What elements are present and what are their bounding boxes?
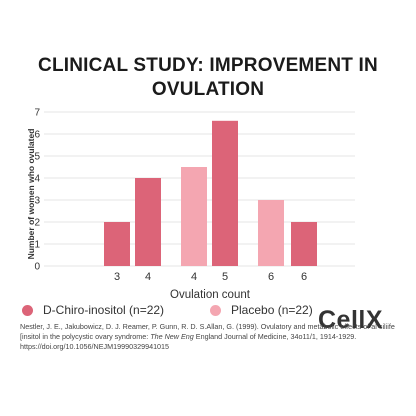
- legend-swatch-d-chiro-inositol: [22, 304, 33, 316]
- reference-journal: The New Eng: [150, 332, 194, 341]
- bar: [258, 200, 284, 266]
- y-tick-label: 5: [34, 152, 40, 163]
- x-tick-label: 6: [301, 271, 307, 283]
- y-tick-label: 7: [34, 108, 40, 119]
- bar: [212, 120, 238, 266]
- y-tick-label: 2: [34, 218, 40, 229]
- legend-label-d-chiro-inositol: D-Chiro-inositol (n=22): [43, 303, 165, 317]
- reference-citation: Nestler, J. E., Jakubowicz, D. J. Reamer…: [20, 322, 400, 352]
- x-tick-label: 6: [268, 271, 274, 283]
- y-tick-label: 6: [34, 130, 40, 141]
- bar: [135, 178, 161, 266]
- x-axis-label: Ovulation count: [170, 289, 251, 300]
- reference-text-part-2: England Journal of Medicine, 34o11/1, 19…: [20, 332, 357, 351]
- x-tick-label: 5: [222, 271, 228, 283]
- x-tick-label: 3: [114, 271, 120, 283]
- x-tick-label: 4: [191, 271, 197, 283]
- chart-title-line-2: OVULATION: [151, 79, 265, 100]
- y-tick-label: 4: [34, 174, 40, 185]
- bar: [104, 222, 130, 266]
- legend-label-placebo: Placebo (n=22): [231, 303, 313, 317]
- x-tick-label: 4: [145, 271, 151, 283]
- brand-logo: CellX: [318, 306, 384, 334]
- legend-swatch-placebo: [210, 304, 221, 316]
- legend-item-placebo: Placebo (n=22): [210, 303, 313, 317]
- y-tick-label: 3: [34, 196, 40, 207]
- reference-text-part-1: Nestler, J. E., Jakubowicz, D. J. Reamer…: [20, 322, 395, 341]
- legend-item-d-chiro-inositol: D-Chiro-inositol (n=22): [22, 303, 164, 317]
- bar: [291, 222, 317, 266]
- bar: [181, 167, 207, 266]
- chart-title-line-1: CLINICAL STUDY: IMPROVEMENT IN: [38, 55, 378, 76]
- bar-chart: 0 1 2 3 4 5 6 7 3 4 4 5 6 6 Ovulation count Number of w…: [26, 108, 355, 300]
- y-axis-label: Number of women who ovulated: [26, 129, 36, 260]
- y-tick-label: 1: [34, 240, 40, 251]
- y-tick-label: 0: [34, 262, 40, 273]
